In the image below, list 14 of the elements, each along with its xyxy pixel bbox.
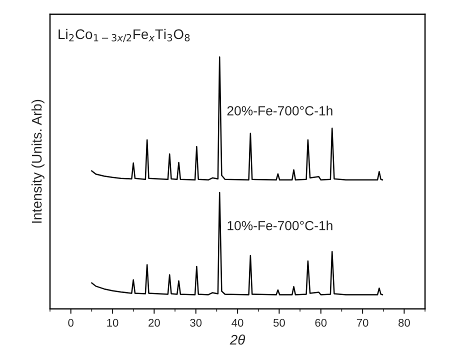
x-tick-label: 50 [273, 318, 285, 327]
x-tick-label: 80 [398, 318, 410, 327]
x-tick-label: 0 [68, 318, 74, 327]
series-label: 20%-Fe-700°C-1h [227, 106, 332, 116]
x-tick-label: 70 [356, 318, 368, 327]
x-tick-label: 60 [315, 318, 327, 327]
x-tick-label: 10 [107, 318, 118, 327]
chart-title: Li$_{2}$Co$_{1−3x/2}$Fe$_{x}$Ti$_{3}$O$_{8}$ [58, 28, 190, 42]
y-axis-title: Intensity (Units. Arb) [32, 100, 44, 223]
x-tick-label: 40 [232, 318, 244, 327]
series-label: 10%-Fe-700°C-1h [228, 220, 332, 230]
x-axis-title: 2θ [230, 334, 246, 345]
x-tick-label: 20 [148, 318, 160, 327]
x-tick-label: 30 [190, 318, 202, 327]
